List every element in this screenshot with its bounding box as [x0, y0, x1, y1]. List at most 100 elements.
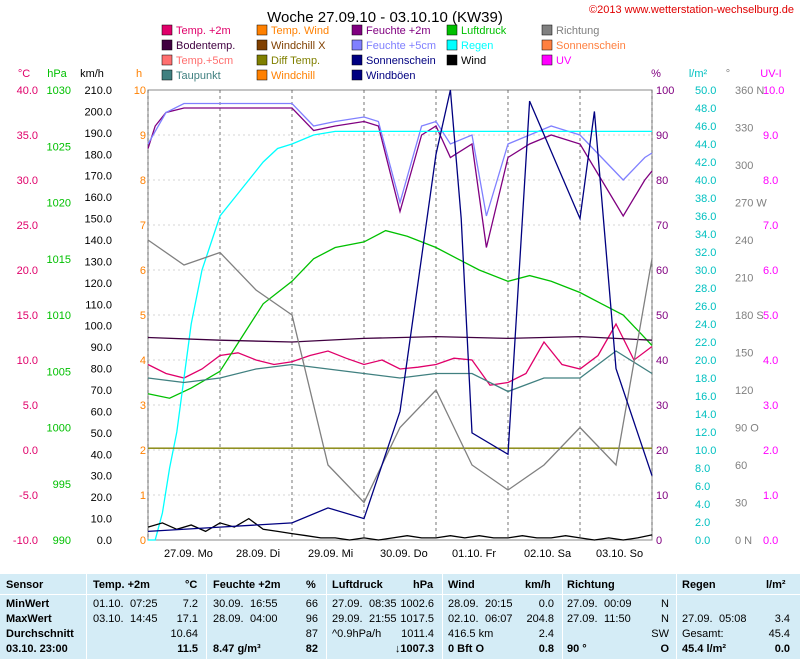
- table-cell-p-date: 27.09.: [332, 598, 363, 610]
- table-cell-t-time: 14:45: [130, 613, 158, 625]
- pressure-axis-tick: 1015: [47, 254, 71, 266]
- table-cell-r-val: 0.0: [774, 643, 790, 655]
- table-cell-p-date: 29.09.: [332, 613, 363, 625]
- day-label: 30.09. Do: [380, 548, 428, 560]
- legend-label: Windböen: [366, 70, 416, 82]
- uv-axis-tick: 6.0: [763, 265, 778, 277]
- table-cell-d-val: SW: [651, 628, 669, 640]
- pressure-axis-tick: 1005: [47, 366, 71, 378]
- humidity-axis-tick: 60: [656, 265, 668, 277]
- pressure-axis-tick: 990: [53, 535, 71, 547]
- rain-axis-tick: 10.0: [695, 445, 716, 457]
- pressure-axis-tick: 1020: [47, 198, 71, 210]
- table-cell-t-val: 11.5: [177, 643, 198, 655]
- legend-label: Temp.+5cm: [176, 55, 233, 67]
- table-cell-p-date: ^0.9hPa/h: [332, 628, 382, 640]
- hours-axis-tick: 4: [140, 355, 146, 367]
- table-cell-r-time: 05:08: [719, 613, 747, 625]
- header-temp-unit: °C: [185, 579, 198, 591]
- header-rain-unit: l/m²: [766, 579, 786, 591]
- legend-label: Feuchte +5cm: [366, 40, 436, 52]
- table-cell-p-val: ↓1007.3: [394, 643, 434, 655]
- header-rain: Regen: [682, 579, 716, 591]
- direction-axis-tick: 0 N: [735, 535, 752, 547]
- rain-axis-tick: 42.0: [695, 157, 716, 169]
- copyright-text: ©2013 www.wetterstation-wechselburg.de: [589, 4, 794, 16]
- table-cell-w-date: 416.5 km: [448, 628, 494, 640]
- temp-axis-tick: -10.0: [13, 535, 38, 547]
- table-cell-t-date: 01.10.: [93, 598, 124, 610]
- pressure-axis-tick: 1000: [47, 423, 71, 435]
- hours-axis-unit: h: [136, 68, 142, 80]
- temp-axis-tick: -5.0: [19, 490, 38, 502]
- legend-swatch: [351, 69, 363, 81]
- legend-label: Regen: [461, 40, 493, 52]
- stats-table: Sensor Temp. +2m °C Feuchte +2m % Luftdr…: [0, 574, 800, 659]
- table-cell-p-val: 1002.6: [400, 598, 434, 610]
- day-label: 03.10. So: [596, 548, 643, 560]
- table-cell-d-date: 27.09.: [567, 613, 598, 625]
- wind-axis-tick: 130.0: [84, 256, 112, 268]
- rain-axis-tick: 40.0: [695, 175, 716, 187]
- hours-axis-tick: 2: [140, 445, 146, 457]
- legend-label: Wind: [461, 55, 486, 67]
- day-label: 28.09. Di: [236, 548, 280, 560]
- weather-chart: Temp. +2m Bodentemp. Temp.+5cm Temp. Wind Wi…: [13, 4, 794, 560]
- rain-axis-tick: 4.0: [695, 499, 710, 511]
- rain-axis-tick: 12.0: [695, 427, 716, 439]
- humidity-axis-tick: 0: [656, 535, 662, 547]
- table-cell-label: 03.10. 23:00: [6, 643, 68, 655]
- legend-swatch: [256, 69, 268, 81]
- header-press: Luftdruck: [332, 579, 383, 591]
- table-cell-p-val: 1017.5: [400, 613, 434, 625]
- table-cell-h-date: 28.09.: [213, 613, 244, 625]
- rain-axis-tick: 26.0: [695, 301, 716, 313]
- table-cell-d-date: 27.09.: [567, 598, 598, 610]
- header-press-unit: hPa: [413, 579, 434, 591]
- legend-swatch: [161, 54, 173, 66]
- grid: 27.09. Mo 28.09. Di 29.09. Mi 30.09. Do 01.1…: [147, 90, 653, 560]
- table-cell-w-val: 0.8: [538, 643, 554, 655]
- uv-axis-unit: UV-I: [760, 68, 781, 80]
- header-wind: Wind: [448, 579, 475, 591]
- wind-axis-tick: 100.0: [84, 321, 112, 333]
- uv-axis-tick: 8.0: [763, 175, 778, 187]
- table-cell-p-val: 1011.4: [401, 628, 434, 640]
- rain-axis-tick: 24.0: [695, 319, 716, 331]
- humidity-axis-tick: 20: [656, 445, 668, 457]
- header-temp: Temp. +2m: [93, 579, 150, 591]
- humidity-axis-tick: 90: [656, 130, 668, 142]
- pressure-axis-unit: hPa: [47, 68, 67, 80]
- humidity-axis-tick: 100: [656, 85, 674, 97]
- rain-axis-tick: 30.0: [695, 265, 716, 277]
- table-cell-r-val: 45.4: [768, 628, 790, 640]
- table-cell-d-val: O: [660, 643, 669, 655]
- wind-axis-tick: 140.0: [84, 235, 112, 247]
- table-cell-r-date: 27.09.: [682, 613, 713, 625]
- table-cell-h-val: 96: [305, 613, 318, 625]
- rain-axis-tick: 28.0: [695, 283, 716, 295]
- legend-swatch: [161, 24, 173, 36]
- table-cell-d-time: 00:09: [604, 598, 632, 610]
- legend-label: Richtung: [556, 25, 599, 37]
- hours-axis-tick: 10: [134, 85, 146, 97]
- table-cell-t-val: 10.64: [170, 628, 198, 640]
- wind-axis-tick: 40.0: [91, 449, 112, 461]
- legend-label: Sonnenschein: [556, 40, 626, 52]
- table-cell-h-date: 8.47 g/m³: [213, 643, 261, 655]
- wind-axis-tick: 190.0: [84, 128, 112, 140]
- series-line: [147, 335, 653, 343]
- series-line: [147, 102, 653, 217]
- table-cell-h-time: 04:00: [250, 613, 278, 625]
- rain-axis-tick: 44.0: [695, 139, 716, 151]
- table-cell-w-date: 28.09.: [448, 598, 479, 610]
- wind-axis-tick: 120.0: [84, 278, 112, 290]
- header-wind-unit: km/h: [525, 579, 551, 591]
- hours-axis-tick: 8: [140, 175, 146, 187]
- hours-axis-tick: 6: [140, 265, 146, 277]
- direction-axis-tick: 120: [735, 385, 753, 397]
- hours-axis-tick: 0: [140, 535, 146, 547]
- hours-axis-tick: 7: [140, 220, 146, 232]
- rain-axis-tick: 14.0: [695, 409, 716, 421]
- direction-axis-tick: 240: [735, 235, 753, 247]
